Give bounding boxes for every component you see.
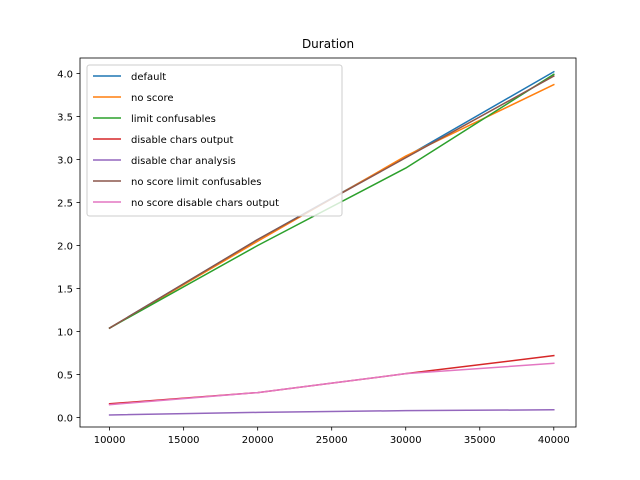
y-tick-label: 2.0 [57, 242, 73, 253]
axes-border [79, 57, 577, 428]
axis-ticks: 10000 15000 20000 25000 30000 35000 40000 0.0 0.… [57, 69, 570, 446]
x-tick-label: 10000 [94, 435, 126, 446]
legend-label: no score [131, 93, 174, 104]
legend-label: disable chars output [131, 135, 233, 146]
series-line-6 [108, 362, 555, 406]
y-tick-label: 1.5 [57, 285, 73, 296]
x-tick-label: 25000 [316, 435, 348, 446]
series-6 [108, 362, 555, 406]
legend: default no score limit confusables disable … [86, 64, 343, 217]
series-line-4 [108, 409, 555, 416]
y-tick-label: 3.5 [57, 112, 73, 123]
series-4 [108, 409, 555, 416]
x-tick-label: 30000 [390, 435, 422, 446]
y-tick-label: 0.0 [57, 414, 73, 425]
y-tick-label: 3.0 [57, 155, 73, 166]
axes-frame [79, 57, 577, 428]
y-tick-label: 2.5 [57, 199, 73, 210]
legend-label: no score limit confusables [131, 177, 262, 188]
legend-label: no score disable chars output [131, 198, 279, 209]
y-tick-label: 1.0 [57, 328, 73, 339]
legend-label: default [131, 72, 166, 83]
x-tick-label: 15000 [168, 435, 200, 446]
legend-box [86, 64, 343, 217]
legend-label: disable char analysis [131, 156, 236, 167]
x-tick-label: 40000 [538, 435, 570, 446]
x-tick-label: 20000 [242, 435, 274, 446]
legend-label: limit confusables [131, 114, 216, 125]
chart-title: Duration [302, 37, 354, 51]
x-tick-label: 35000 [464, 435, 496, 446]
y-tick-label: 4.0 [57, 69, 73, 80]
y-tick-label: 0.5 [57, 371, 73, 382]
